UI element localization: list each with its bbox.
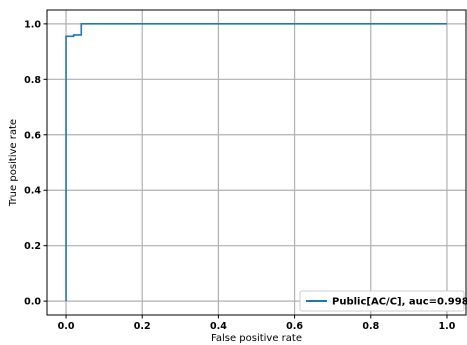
x-tick-label: 0.4: [210, 321, 227, 332]
series-layer: [65, 23, 447, 302]
x-tick-label: 0.8: [362, 321, 379, 332]
axis-ticks: 0.0 0.2 0.4 0.6 0.8 1.0 0.0 0.2 0.4 0.6 0.8 1.0: [24, 19, 456, 332]
y-tick-label: 1.0: [24, 19, 41, 30]
x-axis-label: False positive rate: [211, 333, 302, 344]
y-tick-label: 0.2: [24, 241, 41, 252]
grid-lines: [47, 10, 466, 315]
roc-curve-line: [65, 23, 447, 302]
y-tick-label: 0.8: [24, 75, 41, 86]
x-tick-label: 0.0: [58, 321, 75, 332]
y-tick-label: 0.6: [24, 130, 41, 141]
y-tick-label: 0.4: [24, 186, 41, 197]
x-tick-label: 0.2: [134, 321, 151, 332]
legend-box: [299, 290, 465, 312]
y-tick-label: 0.0: [24, 297, 41, 308]
y-axis-label: True positive rate: [8, 119, 19, 207]
legend: Public[AC/C], auc=0.998: [299, 290, 467, 312]
x-tick-label: 0.6: [286, 321, 303, 332]
legend-entry-label: Public[AC/C], auc=0.998: [332, 297, 467, 308]
plot-frame: [46, 9, 467, 316]
x-tick-label: 1.0: [439, 321, 456, 332]
